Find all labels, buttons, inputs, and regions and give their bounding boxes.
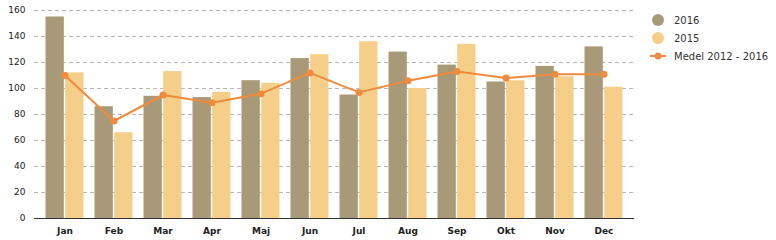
- html-text:2015: 2015: [674, 32, 700, 44]
- svg-text:Jan: Jan: [56, 226, 73, 236]
- svg-text:Dec: Dec: [595, 226, 614, 236]
- svg-text:20: 20: [14, 187, 26, 197]
- svg-text:140: 140: [8, 31, 25, 41]
- svg-text:Nov: Nov: [545, 226, 565, 236]
- svg-text:Maj: Maj: [252, 226, 270, 236]
- html-text:2016: 2016: [674, 14, 700, 26]
- svg-text:Jul: Jul: [352, 226, 366, 236]
- html-text:Medel 2012 - 2016: Medel 2012 - 2016: [674, 50, 769, 62]
- svg-text:100: 100: [8, 83, 25, 93]
- svg-text:Mar: Mar: [153, 226, 173, 236]
- svg-text:0: 0: [20, 213, 26, 223]
- svg-text:Okt: Okt: [497, 226, 516, 236]
- svg-text:120: 120: [8, 57, 25, 67]
- svg-text:60: 60: [14, 135, 26, 145]
- svg-text:Aug: Aug: [398, 226, 418, 236]
- svg-text:Apr: Apr: [203, 226, 221, 236]
- svg-text:Sep: Sep: [447, 226, 467, 236]
- svg-text:40: 40: [14, 161, 26, 171]
- svg-text:Feb: Feb: [105, 226, 124, 236]
- svg-text:80: 80: [14, 109, 26, 119]
- svg-text:Jun: Jun: [301, 226, 318, 236]
- svg-text:160: 160: [8, 5, 25, 15]
